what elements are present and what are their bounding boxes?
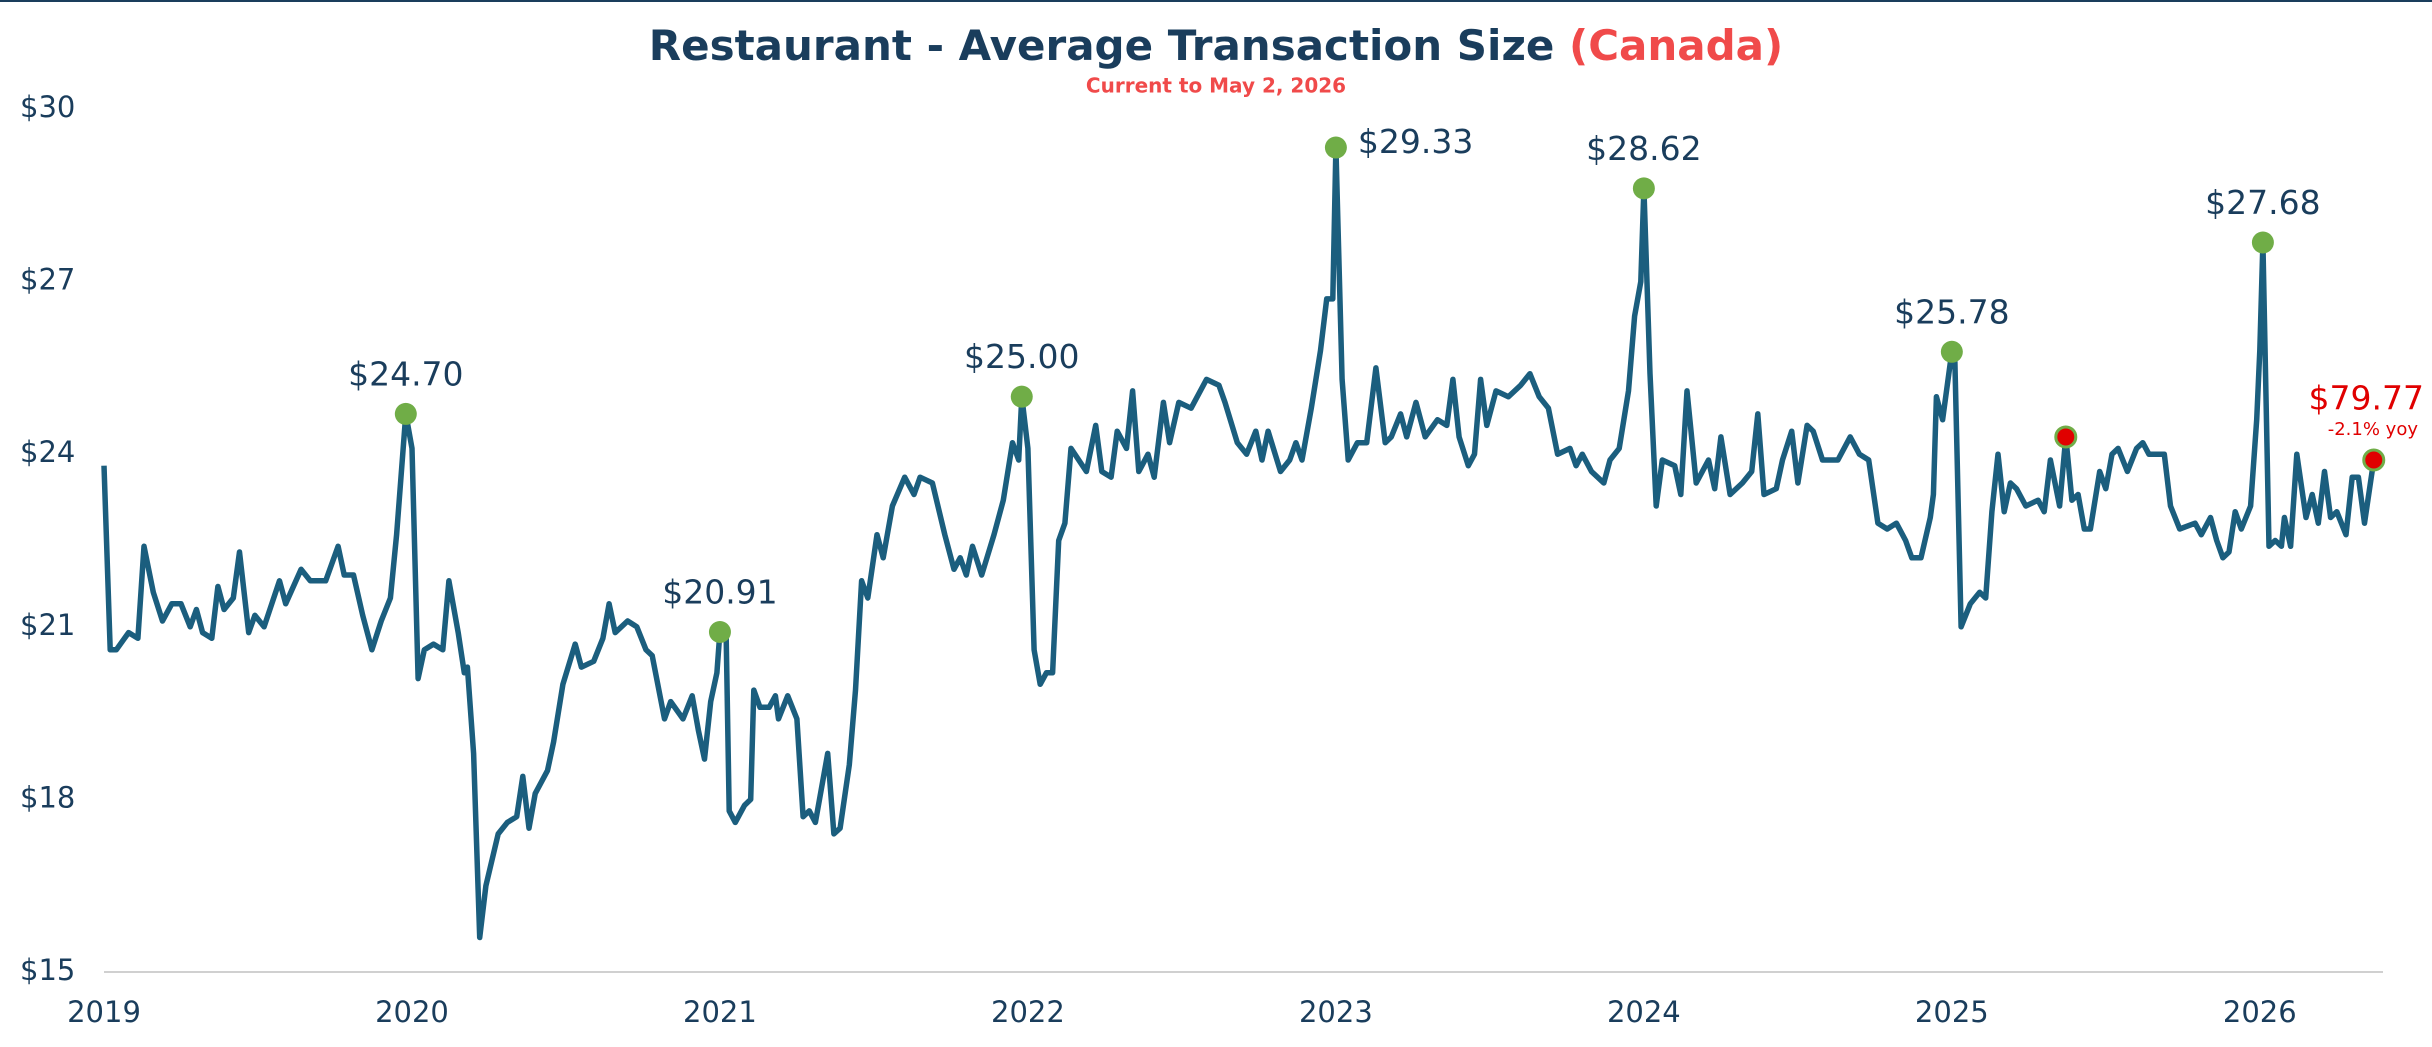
annotation-sub: -2.1% yoy <box>2328 419 2419 440</box>
peak-marker <box>1324 136 1347 159</box>
x-tick-label: 2019 <box>67 995 141 1029</box>
peak-marker <box>1010 385 1033 408</box>
peak-label: $29.33 <box>1358 122 1473 161</box>
peak-label: $25.00 <box>964 337 1079 376</box>
y-tick-label: $30 <box>20 90 75 124</box>
y-tick-label: $27 <box>20 263 75 297</box>
top-border <box>0 0 2432 2</box>
peak-marker <box>394 402 417 425</box>
chart-title: Restaurant - Average Transaction Size (C… <box>649 21 1783 70</box>
highlight-marker <box>2362 448 2386 472</box>
peak-label: $28.62 <box>1586 129 1701 168</box>
peak-marker <box>708 620 731 643</box>
x-tick-label: 2025 <box>1915 995 1989 1029</box>
y-tick-label: $21 <box>20 608 75 642</box>
peak-marker <box>1632 177 1655 200</box>
y-tick-label: $18 <box>20 780 75 814</box>
peak-label: $27.68 <box>2205 183 2320 222</box>
peak-label: $25.78 <box>1894 292 2009 331</box>
peak-marker <box>1940 340 1963 363</box>
chart-subtitle: Current to May 2, 2026 <box>1086 74 1346 98</box>
title-highlight: (Canada) <box>1569 21 1783 70</box>
title-main: Restaurant - Average Transaction Size <box>649 21 1555 70</box>
peak-marker <box>2251 231 2274 254</box>
x-tick-label: 2020 <box>375 995 449 1029</box>
x-tick-label: 2024 <box>1607 995 1681 1029</box>
x-tick-label: 2023 <box>1299 995 1373 1029</box>
peak-label: $24.70 <box>348 354 463 393</box>
peak-label: $20.91 <box>662 572 777 611</box>
x-tick-label: 2021 <box>683 995 757 1029</box>
y-tick-label: $24 <box>20 435 75 469</box>
x-tick-label: 2026 <box>2223 995 2297 1029</box>
highlight-marker <box>2054 425 2078 449</box>
series-line <box>101 144 2377 941</box>
annotation: $79.77 <box>2309 379 2424 418</box>
y-tick-label: $15 <box>20 953 75 987</box>
x-tick-label: 2022 <box>991 995 1065 1029</box>
